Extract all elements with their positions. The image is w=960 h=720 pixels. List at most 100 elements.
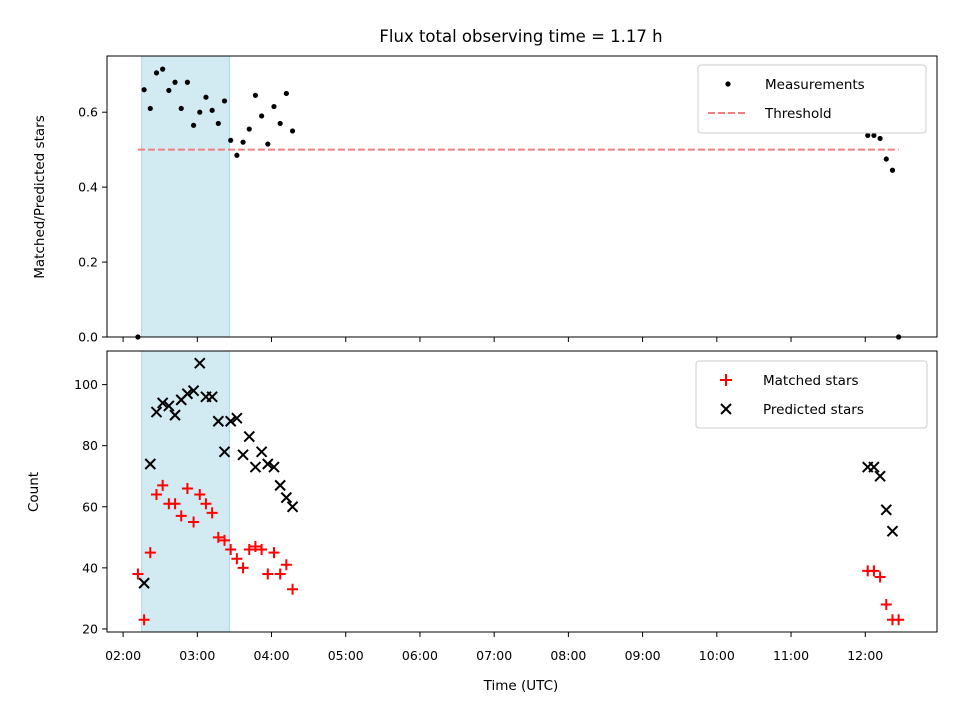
predicted-star-point xyxy=(138,577,150,589)
x-tick-label: 05:00 xyxy=(328,648,364,663)
predicted-star-point xyxy=(218,446,231,458)
matched-star-point xyxy=(231,553,243,565)
measurement-point xyxy=(166,87,172,94)
legend-predicted-label: Predicted stars xyxy=(763,402,864,418)
matched-star-point xyxy=(243,544,255,556)
measurement-point xyxy=(178,105,184,112)
matched-star-point xyxy=(188,516,200,528)
predicted-star-point xyxy=(255,446,268,458)
predicted-star-point xyxy=(144,458,157,470)
predicted-star-point xyxy=(286,501,299,513)
predicted-star-point xyxy=(231,412,243,424)
predicted-star-point xyxy=(886,525,899,537)
predicted-star-point xyxy=(249,461,262,473)
measurement-point xyxy=(147,105,153,112)
top-ytick-label: 0.0 xyxy=(78,330,98,345)
measurement-point xyxy=(197,109,203,115)
matched-star-point xyxy=(256,544,268,556)
top-ytick-label: 0.2 xyxy=(78,255,98,270)
bottom-panel: 20 40 60 80 100 02:00 03:00 04:00 05:00 06:00 07:… xyxy=(26,350,938,694)
measurement-point xyxy=(141,87,147,93)
matched-star-point xyxy=(280,559,292,571)
predicted-star-point xyxy=(206,391,218,403)
measurement-point xyxy=(184,79,191,85)
x-tick-label: 12:00 xyxy=(847,648,883,663)
x-tick-label: 09:00 xyxy=(625,648,661,663)
matched-star-point xyxy=(157,479,169,491)
matched-star-point xyxy=(262,568,274,580)
matched-star-point xyxy=(194,489,206,501)
top-legend-box xyxy=(697,64,927,134)
bottom-ytick-label: 80 xyxy=(82,438,98,453)
bottom-y-axis-label: Count xyxy=(26,472,42,512)
legend-measurements-marker xyxy=(725,81,731,87)
legend-matched-marker xyxy=(720,374,732,386)
measurement-point xyxy=(865,132,871,139)
predicted-star-point xyxy=(187,384,200,397)
legend-matched-label: Matched stars xyxy=(763,373,859,389)
measurement-point xyxy=(172,79,178,85)
matched-star-point xyxy=(150,489,162,501)
measurement-point xyxy=(265,141,271,147)
predicted-star-point xyxy=(163,400,175,412)
x-tick-label: 03:00 xyxy=(179,648,215,663)
predicted-star-point xyxy=(212,415,225,427)
matched-star-point xyxy=(893,614,905,626)
predicted-star-point xyxy=(243,430,255,443)
top-y-axis-label: Matched/Predicted stars xyxy=(32,115,48,278)
matched-star-point xyxy=(287,583,299,595)
measurement-point xyxy=(883,156,889,162)
measurement-point xyxy=(203,94,209,100)
matched-star-point xyxy=(274,568,286,580)
measurement-point xyxy=(289,128,296,134)
x-tick-label: 10:00 xyxy=(699,648,735,663)
bottom-ytick-label: 100 xyxy=(74,377,98,392)
x-tick-label: 06:00 xyxy=(402,648,438,663)
predicted-star-point xyxy=(868,461,880,473)
predicted-star-point xyxy=(280,491,293,504)
highlight-span xyxy=(141,55,230,338)
top-ytick-label: 0.6 xyxy=(78,105,98,120)
predicted-star-point xyxy=(150,406,163,418)
matched-star-point xyxy=(874,571,886,583)
bottom-ytick-label: 40 xyxy=(82,560,98,575)
matched-star-point xyxy=(169,498,181,510)
measurement-point xyxy=(190,122,197,128)
matched-star-point xyxy=(200,498,212,510)
measurement-point xyxy=(259,113,265,119)
measurement-point xyxy=(252,92,259,98)
matched-star-point xyxy=(225,544,237,556)
x-axis-label: Time (UTC) xyxy=(483,678,559,694)
matched-star-point xyxy=(219,534,231,546)
measurement-point xyxy=(209,107,215,113)
predicted-star-point xyxy=(224,415,237,427)
top-legend: Measurements Threshold xyxy=(697,64,927,134)
measurement-point xyxy=(871,132,877,139)
measurement-point xyxy=(877,135,883,142)
measurement-point xyxy=(215,120,221,127)
predicted-star-point xyxy=(169,409,181,421)
predicted-star-point xyxy=(274,479,286,492)
chart-title: Flux total observing time = 1.17 h xyxy=(379,27,662,46)
predicted-star-point xyxy=(262,458,274,470)
legend-predicted-marker xyxy=(720,403,732,415)
bottom-legend-box xyxy=(695,360,928,429)
predicted-star-point xyxy=(181,388,194,400)
bottom-axes-frame xyxy=(106,350,938,633)
measurement-point xyxy=(240,139,246,145)
matched-star-point xyxy=(132,568,144,580)
x-tick-label: 11:00 xyxy=(773,648,809,663)
x-tick-label: 04:00 xyxy=(254,648,290,663)
predicted-star-point xyxy=(237,449,249,461)
measurement-point xyxy=(271,103,277,110)
matched-star-point xyxy=(144,547,156,559)
measurement-point xyxy=(160,66,166,72)
predicted-star-point xyxy=(880,504,892,516)
measurement-point xyxy=(889,167,896,173)
measurement-point xyxy=(277,120,283,127)
predicted-star-point xyxy=(194,357,206,369)
legend-measurements-label: Measurements xyxy=(765,77,865,93)
legend-threshold-label: Threshold xyxy=(764,106,832,122)
top-ytick-label: 0.4 xyxy=(78,180,98,195)
